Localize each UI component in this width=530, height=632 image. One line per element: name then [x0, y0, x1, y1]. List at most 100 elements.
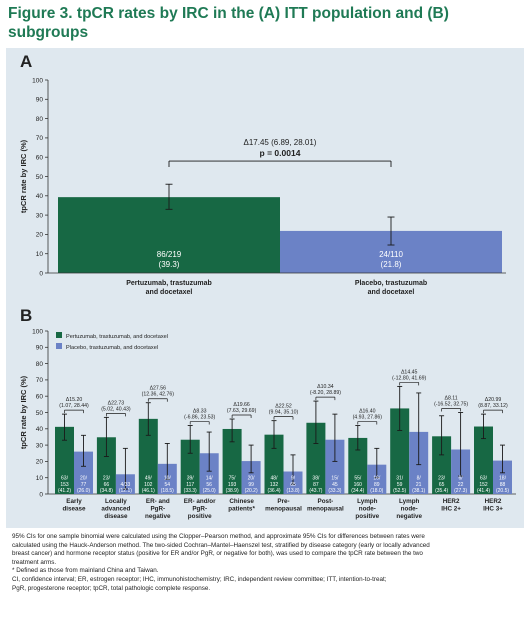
footnote-line: * Defined as those from mainland China a… — [12, 567, 159, 575]
panel-a-y-tick-label: 30 — [36, 212, 44, 219]
panel-a-pct-label: (39.3) — [159, 260, 180, 269]
panel-b-bar-value-label: (33.3) — [328, 488, 341, 494]
panel-b-bar-value-label: (33.3) — [184, 488, 197, 494]
panel-b-difference-label: Δ8.33 — [193, 409, 207, 415]
footnote-line: treatment arms. — [12, 558, 57, 566]
panel-b-difference-label: Δ15.20 — [66, 397, 83, 403]
panel-b-category-label: IHC 2+ — [441, 506, 461, 513]
panel-a-y-tick-label: 70 — [36, 135, 44, 142]
panel-b-bar-value-label: 153 — [60, 482, 69, 488]
panel-b-bar-green — [390, 408, 410, 494]
panel-b-bar-value-label: (52.5) — [393, 488, 406, 494]
panel-b-category-label: disease — [104, 513, 128, 520]
panel-b-bar-value-label: (13.8) — [286, 488, 299, 494]
panel-b-category-label: menopausal — [307, 506, 344, 513]
panel-b-bar-value-label: 22 — [458, 482, 464, 488]
panel-b-y-axis-label: tpCR rate by IRC (%) — [19, 375, 28, 449]
panel-b-category-label: HER2 — [485, 498, 502, 505]
panel-b-bar-green — [348, 437, 368, 494]
panel-a-y-tick-label: 0 — [39, 270, 43, 277]
panel-b-bar-value-label: 89 — [374, 482, 380, 488]
panel-b-bar-value-label: (41.4) — [477, 488, 490, 494]
panel-b-legend-swatch — [56, 332, 62, 338]
panel-b-bar-green — [96, 437, 116, 494]
panel-b-bar-value-label: 75/ — [229, 476, 237, 482]
panel-b-bar-value-label: 65 — [290, 482, 296, 488]
panel-b-bar-value-label: (18.5) — [161, 488, 174, 494]
panel-b-category-label: ER- and/or — [184, 498, 216, 505]
panel-b-difference-ci: (5.02, 40.43) — [101, 406, 131, 412]
panel-b-y-tick-label: 0 — [39, 491, 43, 498]
panel-b-category-label: PgR- — [150, 506, 165, 513]
panel-b-category-label: HER2 — [443, 498, 460, 505]
panel-b-difference-ci: (-16.52, 32.75) — [434, 402, 468, 408]
panel-b-difference-ci: (4.93, 27.86) — [353, 415, 383, 421]
panel-b-bar-value-label: (20.5) — [496, 488, 509, 494]
panel-b-y-tick-label: 60 — [36, 394, 44, 401]
panel-b-category-label: negative — [396, 513, 422, 520]
panel-a-category-label: and docetaxel — [368, 289, 415, 296]
panel-b-bar-value-label: 48/ — [271, 476, 279, 482]
panel-b-bar-value-label: 31/ — [396, 476, 404, 482]
panel-b-category-label: Lymph — [357, 498, 378, 505]
footnote-line: PgR, progesterone receptor; tpCR, total … — [12, 584, 211, 592]
panel-b-category-label: disease — [62, 506, 86, 513]
panel-b-bar-value-label: (38.9) — [226, 488, 239, 494]
panel-b-y-tick-label: 40 — [36, 426, 44, 433]
panel-b-category-label: negative — [145, 513, 171, 520]
panel-b-category-label: node- — [401, 506, 418, 513]
panel-b-difference-ci: (8.87, 33.12) — [478, 403, 508, 409]
panel-b-difference-label: Δ22.52 — [275, 404, 292, 410]
figure-title-text: tpCR rates by IRC in the (A) ITT populat… — [8, 5, 449, 41]
panel-b-category-label: patients* — [228, 506, 255, 513]
panel-b-bar-green — [222, 428, 242, 494]
figure-title: Figure 3. tpCR rates by IRC in the (A) I… — [8, 4, 523, 42]
panel-a-y-tick-label: 100 — [32, 77, 43, 84]
panel-b-bar-value-label: 20/ — [248, 476, 256, 482]
panel-b-bar-blue — [241, 461, 261, 494]
panel-b-difference-label: Δ8.11 — [445, 396, 458, 402]
panel-a-y-tick-label: 80 — [36, 116, 44, 123]
panel-a-pct-label: (21.8) — [381, 260, 402, 269]
panel-b-bar-value-label: 66 — [104, 482, 110, 488]
panel-b-y-tick-label: 70 — [36, 377, 44, 384]
panel-a-bar — [58, 197, 280, 273]
panel-b-bar-value-label: 23/ — [438, 476, 446, 482]
panel-b-bar-green — [474, 426, 493, 494]
panel-b-category-label: Pre- — [277, 498, 289, 505]
panel-a-y-tick-label: 10 — [36, 251, 44, 258]
panel-b-bar-value-label: 6/ — [459, 476, 464, 482]
panel-b-bar-value-label: (12.1) — [119, 488, 132, 494]
panel-a-y-tick-label: 40 — [36, 193, 44, 200]
panel-b-bar-value-label: 10/ — [164, 476, 172, 482]
panel-b-bar-value-label: 87 — [313, 482, 319, 488]
panel-b-bar-value-label: 63/ — [480, 476, 488, 482]
panel-b-bar-value-label: (35.4) — [435, 488, 448, 494]
panel-b-difference-label: Δ22.73 — [108, 400, 125, 406]
figure-label: Figure 3. — [8, 5, 73, 22]
panel-b-bar-value-label: (36.4) — [267, 488, 280, 494]
panel-b-difference-ci: (1.07, 28.44) — [59, 403, 89, 409]
panel-a-difference-label: Δ17.45 (6.89, 28.01) — [244, 138, 317, 147]
panel-b-bar-value-label: (34.8) — [100, 488, 113, 494]
panel-b-bar-value-label: (20.2) — [245, 488, 258, 494]
panel-b-difference-label: Δ27.56 — [150, 386, 167, 392]
panel-b-bar-value-label: 132 — [270, 482, 279, 488]
panel-b-bar-value-label: 193 — [228, 482, 237, 488]
panel-b-bar-value-label: 55/ — [354, 476, 362, 482]
panel-b-bar-green — [306, 422, 326, 494]
panel-b-y-tick-label: 80 — [36, 361, 44, 368]
panel-a: A 0 10 20 30 40 50 60 70 80 90 100 tpCR rate by IRC… — [6, 48, 524, 302]
panel-b-legend-label: Pertuzumab, trastuzumab, and docetaxel — [66, 334, 168, 340]
panel-b-category-label: PgR- — [192, 506, 207, 513]
panel-b-bar-value-label: 59 — [397, 482, 403, 488]
panel-b-difference-ci: (12.36, 42.76) — [142, 392, 175, 398]
panel-b-category-label: Post- — [318, 498, 334, 505]
panel-b-bar-value-label: (43.7) — [309, 488, 322, 494]
footnote-line: 95% CIs for one sample binomial were cal… — [12, 533, 425, 540]
panel-b-category-label: positive — [188, 513, 212, 520]
panel-b-bar-value-label: 20/ — [80, 476, 88, 482]
panel-b-bar-value-label: 14/ — [206, 476, 214, 482]
footnote-line: calculated using the Hauck-Anderson meth… — [12, 541, 430, 549]
panel-b-category-label: Early — [66, 498, 82, 505]
